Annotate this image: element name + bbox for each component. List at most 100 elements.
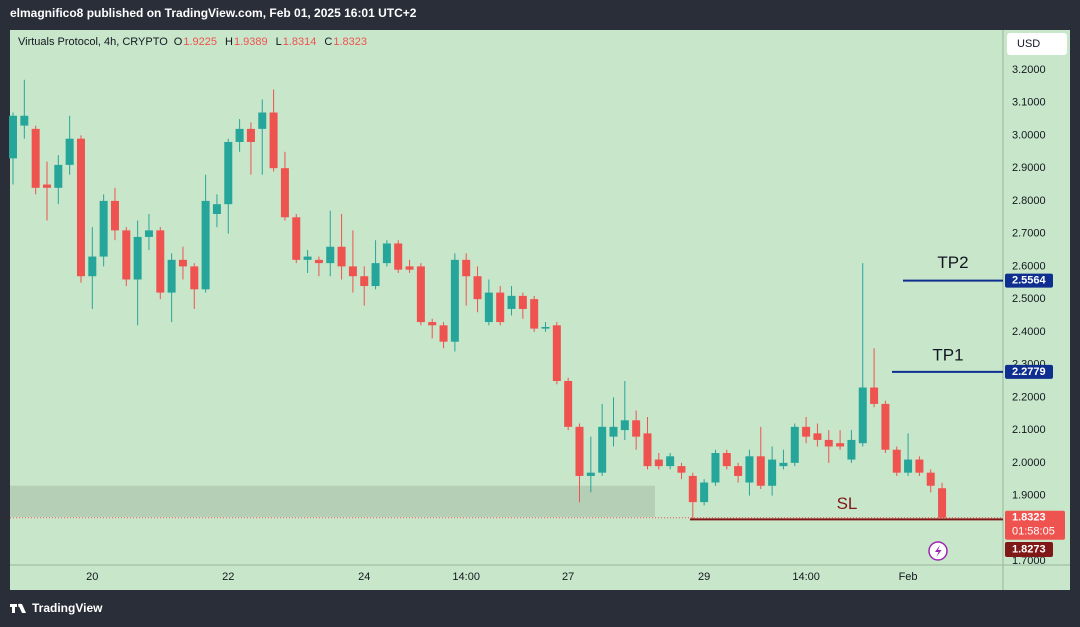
x-tick-label: 20	[86, 571, 98, 583]
legend-value: 1.8323	[333, 36, 367, 48]
candle-body	[360, 276, 369, 287]
candle-body	[541, 326, 550, 329]
price-box	[1005, 510, 1065, 540]
alert-bolt	[935, 545, 942, 557]
candle-body	[20, 115, 29, 126]
candle-body	[65, 138, 74, 165]
y-tick-label: 2.9000	[1012, 162, 1046, 174]
candle-body	[156, 230, 165, 293]
y-tick-label: 3.0000	[1012, 129, 1046, 141]
sl-price-box	[1005, 542, 1053, 557]
candle-body	[722, 453, 731, 467]
footer-logo-icon	[10, 603, 26, 613]
y-tick-label: 2.2000	[1012, 391, 1046, 403]
y-tick-label: 3.2000	[1012, 64, 1046, 76]
candle-body	[734, 466, 743, 476]
candle-body	[99, 200, 108, 257]
candle-body	[405, 266, 414, 270]
legend-prefix: H	[225, 36, 233, 48]
candle-body	[926, 472, 935, 486]
candle-body	[473, 276, 482, 300]
candle-body	[382, 243, 391, 264]
y-tick-label: 2.4000	[1012, 326, 1046, 338]
x-tick-label: 22	[222, 571, 234, 583]
sl-price: 1.8273	[1012, 543, 1046, 555]
candle-body	[700, 482, 709, 503]
candle-body	[303, 256, 312, 260]
candle-body	[496, 292, 505, 323]
candle-body	[292, 217, 301, 260]
x-tick-label: 27	[562, 571, 574, 583]
y-tick-label: 2.5000	[1012, 293, 1046, 305]
candle-body	[768, 459, 777, 486]
legend-value: 1.9225	[183, 36, 217, 48]
currency-button[interactable]	[1007, 33, 1067, 55]
candle-body	[609, 426, 618, 437]
candle-body	[416, 266, 425, 323]
candle-body	[836, 443, 845, 447]
candle-body	[530, 299, 539, 329]
candle-body	[190, 266, 199, 290]
candle-body	[122, 230, 131, 280]
candle-body	[892, 449, 901, 473]
candle-body	[394, 243, 403, 270]
candle-body	[31, 128, 40, 188]
candle-body	[348, 266, 357, 277]
legend-value: 1.9389	[234, 36, 268, 48]
candle-body	[42, 184, 51, 188]
y-tick-label: 1.9000	[1012, 489, 1046, 501]
x-tick-label: 29	[698, 571, 710, 583]
candle-body	[564, 380, 573, 427]
candle-body	[598, 426, 607, 473]
candle-body	[518, 295, 527, 309]
candle-body	[428, 322, 437, 326]
x-tick-label: 14:00	[792, 571, 820, 583]
candle-body	[915, 459, 924, 473]
legend-prefix: L	[276, 36, 282, 48]
y-tick-label: 2.1000	[1012, 424, 1046, 436]
x-tick-label: 14:00	[452, 571, 480, 583]
footer-logo: TradingView	[32, 601, 103, 615]
candle-body	[552, 325, 561, 381]
y-tick-label: 2.7000	[1012, 228, 1046, 240]
candle-body	[677, 466, 686, 473]
candle-body	[258, 112, 267, 129]
candle-body	[314, 259, 323, 264]
y-tick-label: 2.8000	[1012, 195, 1046, 207]
candle-body	[224, 141, 233, 205]
legend-prefix: O	[174, 36, 183, 48]
x-tick-label: Feb	[899, 571, 918, 583]
candle-body	[54, 164, 63, 188]
candle-body	[371, 263, 380, 287]
candle-body	[507, 295, 516, 309]
candle-body	[269, 112, 278, 169]
y-tick-label: 1.7000	[1012, 555, 1046, 567]
candle-body	[201, 200, 210, 290]
candle-body	[745, 456, 754, 483]
countdown: 01:58:05	[1012, 526, 1055, 538]
candle-body	[824, 439, 833, 447]
candle-body	[575, 426, 584, 476]
currency[interactable]: USD	[1017, 38, 1040, 50]
candle-body	[9, 115, 17, 159]
candle-body	[439, 325, 448, 342]
legend-prefix: C	[324, 36, 332, 48]
candle-body	[88, 256, 97, 277]
candle-body	[337, 246, 346, 267]
candle-body	[76, 138, 85, 277]
candle-body	[212, 204, 221, 215]
y-tick-label: 2.0000	[1012, 457, 1046, 469]
y-tick-label: 2.6000	[1012, 260, 1046, 272]
candle-body	[938, 488, 947, 518]
price-label: 1.8323	[1012, 512, 1046, 524]
level-label: TP1	[932, 345, 963, 364]
candle-body	[586, 472, 595, 476]
candle-body	[620, 420, 629, 431]
candle-body	[280, 168, 289, 218]
candle-body	[144, 230, 153, 237]
candle-body	[462, 259, 471, 277]
level-price: 2.5564	[1012, 275, 1047, 287]
candle-body	[779, 462, 788, 467]
candle-body	[167, 259, 176, 293]
